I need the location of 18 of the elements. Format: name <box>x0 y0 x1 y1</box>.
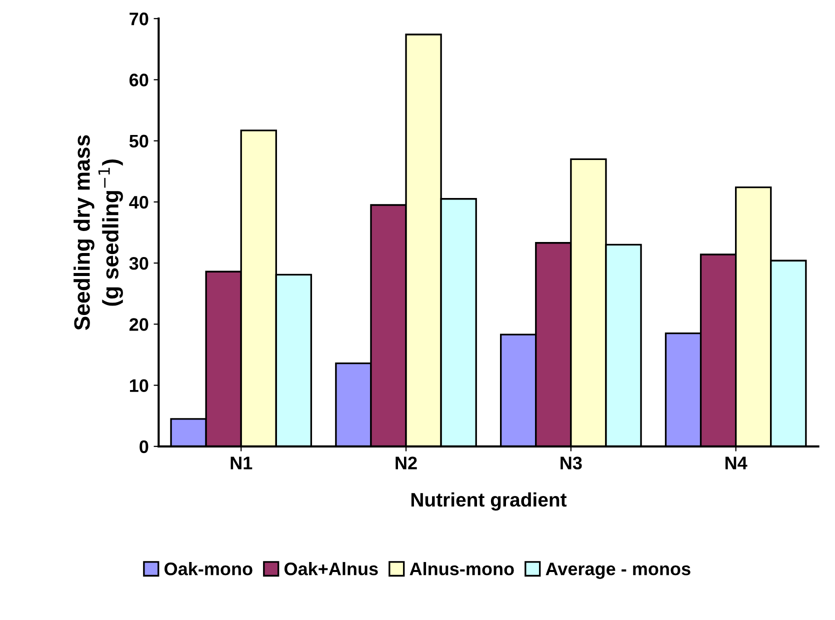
legend-label: Average - monos <box>546 562 690 579</box>
legend-label: Oak+Alnus <box>284 562 378 576</box>
legend-label: Alnus-mono <box>410 562 514 576</box>
y-tick-label: 50 <box>129 134 148 148</box>
legend-label: Oak-mono <box>164 562 252 576</box>
y-tick-label: 60 <box>130 74 148 86</box>
y-tick-label: 20 <box>129 318 148 331</box>
y-tick-label: 30 <box>129 256 148 270</box>
x-tick-label: N3 <box>560 456 582 470</box>
y-tick-label: 10 <box>130 379 148 392</box>
y-tick-label: 40 <box>129 196 148 209</box>
y-tick-label: 0 <box>140 440 148 454</box>
x-tick-label: N1 <box>230 456 252 470</box>
y-axis-title: Seedling dry mass (g seedling$^{−1}$) <box>74 135 123 330</box>
x-axis-title: Nutrient gradient <box>411 492 567 511</box>
x-tick-label: N2 <box>396 456 417 470</box>
x-tick-label: N4 <box>726 456 748 470</box>
y-tick-label: 70 <box>130 12 148 26</box>
